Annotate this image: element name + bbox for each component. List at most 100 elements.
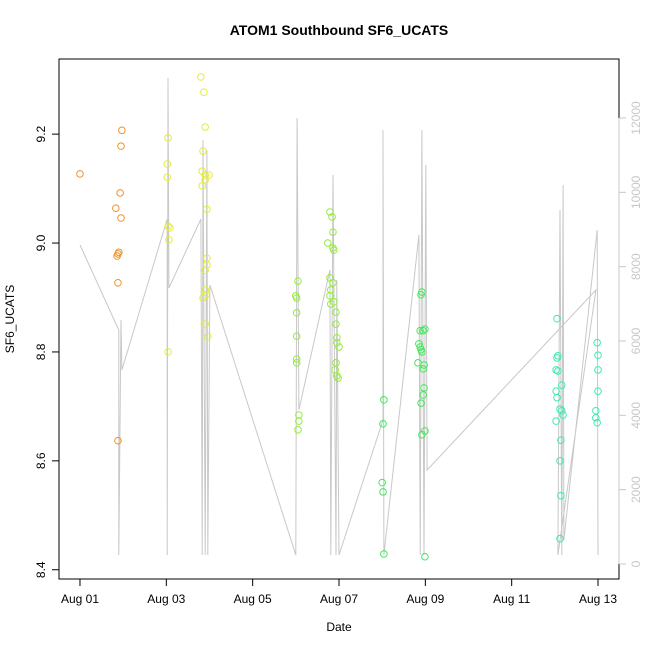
point <box>380 550 388 558</box>
point <box>165 235 173 244</box>
y2-tick-label: 0 <box>629 560 643 567</box>
point <box>295 411 303 419</box>
point <box>292 359 301 367</box>
point <box>118 126 126 135</box>
point <box>292 332 301 340</box>
point <box>417 399 425 407</box>
point <box>593 418 601 427</box>
altitude-line <box>79 78 599 556</box>
point <box>113 252 121 260</box>
point <box>326 292 334 300</box>
point <box>292 308 301 317</box>
point <box>559 411 567 419</box>
point <box>323 239 332 247</box>
point <box>556 534 564 543</box>
point <box>378 478 386 487</box>
point <box>557 381 566 389</box>
point <box>421 552 429 561</box>
point <box>418 288 426 296</box>
point <box>329 278 337 287</box>
point <box>420 384 428 392</box>
point <box>416 326 424 335</box>
point <box>593 338 601 347</box>
point <box>421 325 429 333</box>
point <box>205 171 213 179</box>
point <box>116 189 124 197</box>
point <box>201 320 209 328</box>
point <box>164 222 172 230</box>
point <box>114 436 122 445</box>
y-tick-label: 9.2 <box>34 125 48 142</box>
point <box>553 354 561 362</box>
point <box>201 176 209 184</box>
point <box>163 160 171 168</box>
point <box>556 405 564 413</box>
point <box>418 348 426 356</box>
y-tick-label: 8.6 <box>34 452 48 469</box>
point <box>200 88 208 97</box>
point <box>333 338 341 347</box>
point <box>379 420 387 428</box>
point <box>117 142 125 150</box>
y2-tick-label: 12000 <box>629 101 643 135</box>
point <box>201 123 209 131</box>
point <box>335 343 343 351</box>
point <box>332 320 340 328</box>
point <box>594 351 602 360</box>
point <box>201 171 209 179</box>
point <box>117 214 125 222</box>
point <box>114 278 122 287</box>
point <box>326 286 335 294</box>
x-tick-label: Aug 09 <box>406 592 444 606</box>
point <box>164 348 172 356</box>
y-axis-label: SF6_UCATS <box>3 285 17 353</box>
y2-tick-label: 8000 <box>629 253 643 280</box>
point <box>333 372 341 380</box>
x-tick-label: Aug 03 <box>147 592 185 606</box>
point <box>76 170 84 178</box>
y2-tick-label: 6000 <box>629 327 643 354</box>
point <box>557 406 566 415</box>
point <box>380 396 388 404</box>
point <box>552 366 560 374</box>
y-tick-label: 8.4 <box>34 561 48 578</box>
y2-tick-label: 10000 <box>629 175 643 209</box>
point <box>201 286 209 294</box>
point <box>294 277 302 285</box>
point <box>557 436 565 444</box>
point <box>198 182 206 190</box>
point <box>594 366 602 374</box>
point <box>552 417 560 425</box>
chart-title: ATOM1 Southbound SF6_UCATS <box>230 22 449 38</box>
point <box>556 457 564 465</box>
point <box>326 300 335 308</box>
point <box>592 414 600 422</box>
point <box>115 248 123 257</box>
y2-tick-label: 2000 <box>629 476 643 503</box>
point <box>418 430 426 439</box>
point <box>419 326 427 335</box>
point <box>294 426 302 434</box>
point <box>332 308 340 316</box>
point <box>328 213 336 221</box>
point <box>329 228 337 236</box>
x-tick-label: Aug 01 <box>61 592 99 606</box>
x-axis-label: Date <box>326 620 352 634</box>
point <box>197 73 205 81</box>
x-tick-label: Aug 07 <box>320 592 358 606</box>
point <box>420 361 428 369</box>
point <box>379 488 387 496</box>
point <box>199 294 207 302</box>
y2-tick-label: 4000 <box>629 402 643 429</box>
point <box>554 367 562 375</box>
y-tick-label: 8.8 <box>34 343 48 360</box>
point <box>292 294 301 302</box>
point <box>203 261 211 269</box>
point <box>557 491 565 500</box>
point <box>203 332 212 341</box>
point <box>419 391 427 399</box>
y-tick-label: 9.0 <box>34 234 48 251</box>
point <box>419 365 427 373</box>
